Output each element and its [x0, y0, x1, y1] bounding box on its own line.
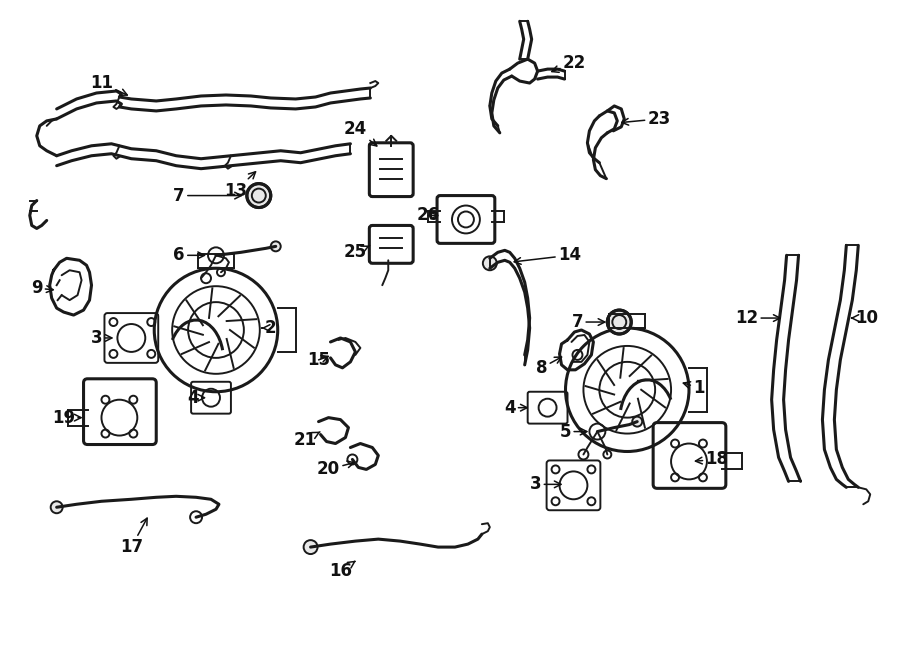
Text: 12: 12	[735, 309, 780, 327]
Text: 13: 13	[224, 172, 256, 200]
Circle shape	[271, 241, 281, 251]
Text: 11: 11	[90, 74, 127, 95]
Text: 10: 10	[851, 309, 878, 327]
Circle shape	[608, 310, 631, 334]
Text: 7: 7	[174, 186, 241, 204]
Text: 2: 2	[262, 319, 276, 337]
Circle shape	[303, 540, 318, 554]
Text: 25: 25	[344, 243, 370, 261]
Text: 4: 4	[187, 389, 204, 407]
Text: 18: 18	[696, 450, 728, 469]
Text: 15: 15	[307, 351, 330, 369]
Text: 5: 5	[560, 422, 587, 441]
Text: 8: 8	[536, 357, 562, 377]
Text: 1: 1	[683, 379, 705, 397]
Circle shape	[247, 184, 271, 208]
Text: 7: 7	[572, 313, 605, 331]
Text: 21: 21	[294, 430, 320, 449]
Text: 9: 9	[31, 279, 53, 297]
Circle shape	[483, 256, 497, 270]
Circle shape	[50, 501, 63, 513]
Text: 19: 19	[52, 408, 81, 426]
Text: 26: 26	[417, 206, 440, 225]
Text: 3: 3	[91, 329, 112, 347]
Text: 20: 20	[317, 461, 354, 479]
Text: 17: 17	[120, 518, 147, 556]
Text: 16: 16	[329, 561, 356, 580]
Text: 23: 23	[622, 110, 670, 128]
Text: 4: 4	[504, 399, 527, 416]
Text: 22: 22	[552, 54, 586, 72]
Text: 14: 14	[514, 247, 581, 264]
Text: 3: 3	[530, 475, 561, 493]
Text: 24: 24	[344, 120, 377, 146]
Circle shape	[632, 416, 643, 426]
Text: 6: 6	[174, 247, 204, 264]
